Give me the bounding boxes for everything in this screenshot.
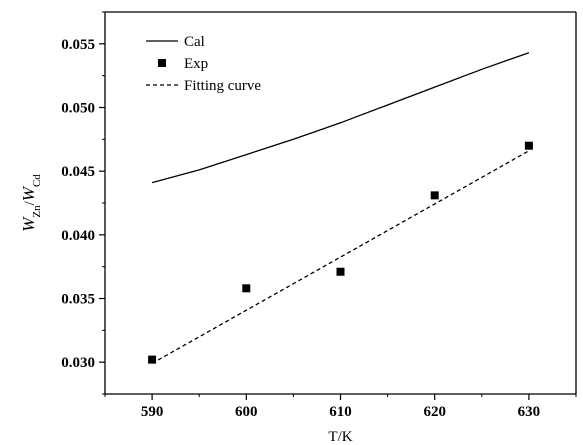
legend-exp-swatch (158, 59, 166, 67)
y-axis-title-part: W (19, 185, 38, 201)
x-axis-title: T/K (328, 429, 352, 445)
series-exp-point (524, 141, 533, 150)
y-axis-title-part: Cd (31, 174, 43, 187)
y-tick-label-4: 0.050 (61, 101, 95, 117)
legend-fitting-curve-label: Fitting curve (184, 78, 261, 94)
y-tick-label-2: 0.040 (61, 228, 95, 244)
plot-frame (104, 11, 577, 395)
y-axis-title-part: / (22, 200, 38, 205)
y-tick-label-0: 0.030 (61, 355, 95, 371)
y-axis-title-part: W (19, 216, 38, 232)
series-exp-point (430, 191, 439, 200)
x-tick-label-590: 590 (141, 404, 164, 420)
series-fitting-curve-line (151, 150, 530, 364)
series-exp-point (336, 267, 345, 276)
x-tick-label-620: 620 (423, 404, 446, 420)
series-layer (148, 52, 533, 364)
x-axis-ticks: 590 600 610 620 630 (104, 394, 577, 420)
series-cal-line (151, 52, 530, 184)
y-tick-label-1: 0.035 (61, 292, 95, 308)
x-tick-label-610: 610 (329, 404, 352, 420)
y-tick-label-3: 0.045 (61, 164, 95, 180)
series-exp-point (148, 355, 157, 364)
legend-cal-label: Cal (184, 34, 205, 50)
series-exp-point (242, 284, 251, 293)
legend: Cal Exp Fitting curve (146, 34, 261, 94)
x-tick-label-630: 630 (518, 404, 541, 420)
y-axis-ticks: 0.030 0.035 0.040 0.045 0.050 0.055 (61, 11, 105, 395)
y-axis-title: WZn/WCd (19, 174, 43, 232)
y-axis-title-part: Zn (31, 205, 43, 218)
y-tick-label-5: 0.055 (61, 37, 95, 53)
legend-exp-label: Exp (184, 56, 208, 72)
x-tick-label-600: 600 (235, 404, 258, 420)
